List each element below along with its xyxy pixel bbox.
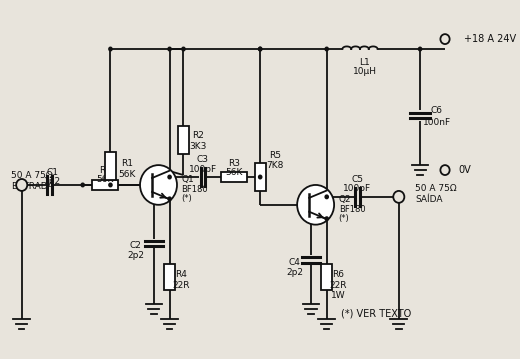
- Text: ENTRADA: ENTRADA: [10, 182, 53, 191]
- Text: 50 A 75Ω: 50 A 75Ω: [415, 185, 457, 194]
- Text: C6: C6: [431, 106, 443, 115]
- FancyBboxPatch shape: [164, 264, 175, 290]
- Text: R1: R1: [99, 165, 111, 174]
- Text: 50 A 75Ω: 50 A 75Ω: [10, 171, 52, 180]
- Text: 100pF: 100pF: [189, 164, 217, 174]
- FancyBboxPatch shape: [321, 264, 332, 290]
- Circle shape: [140, 165, 177, 205]
- Text: L1: L1: [359, 59, 370, 67]
- Text: C1: C1: [46, 168, 58, 177]
- Circle shape: [324, 194, 329, 199]
- Text: (*): (*): [181, 194, 192, 203]
- Circle shape: [393, 191, 405, 203]
- Text: R3: R3: [228, 159, 240, 168]
- Text: Q1: Q1: [181, 176, 194, 185]
- Text: 1n2: 1n2: [44, 177, 61, 186]
- Circle shape: [167, 174, 172, 180]
- Text: R5: R5: [269, 151, 281, 160]
- Text: (*): (*): [339, 214, 349, 223]
- Text: C3: C3: [197, 155, 209, 164]
- Text: C2: C2: [129, 241, 141, 250]
- Circle shape: [324, 47, 329, 51]
- Circle shape: [440, 34, 450, 44]
- Text: 100nF: 100nF: [423, 118, 451, 127]
- Text: 22R: 22R: [172, 281, 189, 290]
- Text: BF180: BF180: [181, 185, 208, 195]
- FancyBboxPatch shape: [92, 180, 118, 190]
- Circle shape: [324, 216, 329, 221]
- Circle shape: [440, 165, 450, 175]
- Text: 0V: 0V: [458, 165, 471, 175]
- Text: Q2: Q2: [339, 195, 352, 204]
- Text: 10μH: 10μH: [353, 67, 376, 76]
- Circle shape: [258, 47, 263, 51]
- Text: SAÍDA: SAÍDA: [415, 195, 443, 204]
- Text: R2: R2: [192, 131, 204, 140]
- Text: 22R: 22R: [329, 281, 346, 290]
- Text: 7K8: 7K8: [266, 160, 283, 169]
- Text: 2p2: 2p2: [286, 268, 303, 277]
- Circle shape: [108, 47, 113, 51]
- Circle shape: [167, 196, 172, 201]
- Text: R4: R4: [175, 270, 187, 279]
- Text: 56K: 56K: [226, 168, 243, 177]
- Circle shape: [258, 174, 263, 180]
- Text: +18 A 24V: +18 A 24V: [463, 34, 516, 44]
- Text: (*) VER TEXTO: (*) VER TEXTO: [341, 309, 411, 319]
- FancyBboxPatch shape: [178, 126, 189, 154]
- Text: 56K: 56K: [96, 174, 113, 183]
- Circle shape: [258, 47, 263, 51]
- Circle shape: [297, 185, 334, 225]
- Circle shape: [181, 47, 186, 51]
- Text: C4: C4: [289, 258, 301, 267]
- Text: 56K: 56K: [119, 169, 136, 178]
- Circle shape: [167, 47, 172, 51]
- Circle shape: [108, 182, 113, 187]
- FancyBboxPatch shape: [222, 172, 247, 182]
- Circle shape: [81, 182, 85, 187]
- Circle shape: [16, 179, 27, 191]
- FancyBboxPatch shape: [105, 152, 116, 180]
- Text: BF180: BF180: [339, 205, 366, 214]
- Text: 1W: 1W: [331, 290, 345, 300]
- Text: 3K3: 3K3: [190, 142, 207, 151]
- Text: R6: R6: [332, 270, 344, 279]
- FancyBboxPatch shape: [255, 163, 266, 191]
- Text: 100pF: 100pF: [343, 185, 371, 194]
- Text: 2p2: 2p2: [127, 251, 144, 260]
- Circle shape: [418, 47, 422, 51]
- Text: C5: C5: [351, 174, 363, 183]
- Text: R1: R1: [121, 159, 133, 168]
